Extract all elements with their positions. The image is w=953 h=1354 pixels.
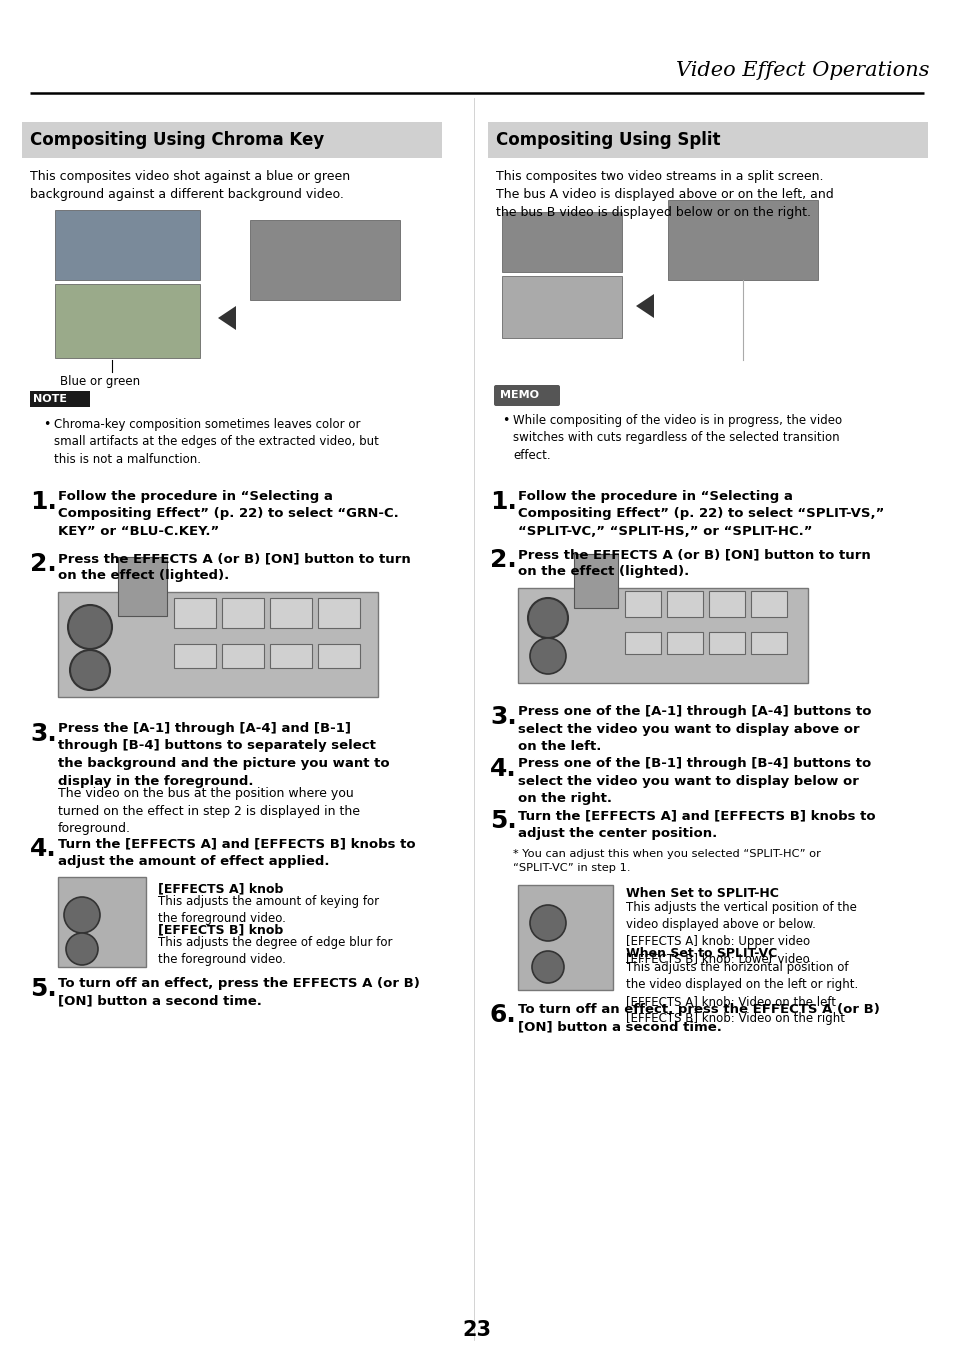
Text: 5.: 5.	[30, 978, 56, 1001]
FancyBboxPatch shape	[30, 391, 90, 408]
Text: Turn the [EFFECTS A] and [EFFECTS B] knobs to
adjust the amount of effect applie: Turn the [EFFECTS A] and [EFFECTS B] kno…	[58, 837, 416, 868]
Text: 23: 23	[462, 1320, 491, 1340]
FancyBboxPatch shape	[517, 886, 613, 990]
Text: •: •	[501, 414, 509, 427]
FancyBboxPatch shape	[517, 588, 807, 682]
Text: 5.: 5.	[490, 808, 517, 833]
Text: * You can adjust this when you selected “SPLIT-HC” or
“SPLIT-VC” in step 1.: * You can adjust this when you selected …	[513, 849, 820, 872]
FancyBboxPatch shape	[58, 592, 377, 697]
Circle shape	[70, 650, 110, 691]
FancyBboxPatch shape	[317, 598, 359, 628]
Text: Press one of the [A-1] through [A-4] buttons to
select the video you want to dis: Press one of the [A-1] through [A-4] but…	[517, 705, 871, 753]
Text: Press the EFFECTS A (or B) [ON] button to turn
on the effect (lighted).: Press the EFFECTS A (or B) [ON] button t…	[58, 552, 411, 582]
FancyBboxPatch shape	[250, 219, 399, 301]
Text: 4.: 4.	[490, 757, 517, 781]
Text: Press the EFFECTS A (or B) [ON] button to turn
on the effect (lighted).: Press the EFFECTS A (or B) [ON] button t…	[517, 548, 870, 578]
Text: 4.: 4.	[30, 837, 56, 861]
Text: 2.: 2.	[490, 548, 517, 571]
Text: [EFFECTS B] knob: [EFFECTS B] knob	[158, 923, 283, 936]
Text: Blue or green: Blue or green	[60, 375, 140, 389]
FancyBboxPatch shape	[58, 877, 146, 967]
Text: Video Effect Operations: Video Effect Operations	[676, 61, 929, 80]
Text: When Set to SPLIT-HC: When Set to SPLIT-HC	[625, 887, 778, 900]
FancyBboxPatch shape	[55, 284, 200, 357]
Text: MEMO: MEMO	[499, 390, 538, 399]
Text: To turn off an effect, press the EFFECTS A (or B)
[ON] button a second time.: To turn off an effect, press the EFFECTS…	[58, 978, 419, 1007]
Polygon shape	[218, 306, 235, 330]
FancyBboxPatch shape	[708, 632, 744, 654]
Text: Follow the procedure in “Selecting a
Compositing Effect” (p. 22) to select “SPLI: Follow the procedure in “Selecting a Com…	[517, 490, 883, 538]
FancyBboxPatch shape	[501, 213, 621, 272]
FancyBboxPatch shape	[666, 632, 702, 654]
Text: Compositing Using Split: Compositing Using Split	[496, 131, 720, 149]
Circle shape	[530, 904, 565, 941]
Text: This adjusts the amount of keying for
the foreground video.: This adjusts the amount of keying for th…	[158, 895, 378, 925]
Polygon shape	[636, 294, 654, 318]
FancyBboxPatch shape	[222, 645, 264, 668]
Circle shape	[64, 896, 100, 933]
FancyBboxPatch shape	[666, 590, 702, 617]
FancyBboxPatch shape	[667, 200, 817, 280]
Text: •: •	[43, 418, 51, 431]
FancyBboxPatch shape	[624, 590, 660, 617]
FancyBboxPatch shape	[173, 598, 215, 628]
FancyBboxPatch shape	[750, 590, 786, 617]
Circle shape	[527, 598, 567, 638]
Text: 6.: 6.	[490, 1003, 517, 1026]
Text: 1.: 1.	[30, 490, 57, 515]
FancyBboxPatch shape	[22, 122, 441, 158]
FancyBboxPatch shape	[317, 645, 359, 668]
Text: This composites two video streams in a split screen.
The bus A video is displaye: This composites two video streams in a s…	[496, 171, 833, 219]
Text: This composites video shot against a blue or green
background against a differen: This composites video shot against a blu…	[30, 171, 350, 200]
Text: 2.: 2.	[30, 552, 56, 575]
FancyBboxPatch shape	[750, 632, 786, 654]
Text: The video on the bus at the position where you
turned on the effect in step 2 is: The video on the bus at the position whe…	[58, 787, 359, 835]
Text: [EFFECTS A] knob: [EFFECTS A] knob	[158, 881, 283, 895]
Text: Turn the [EFFECTS A] and [EFFECTS B] knobs to
adjust the center position.: Turn the [EFFECTS A] and [EFFECTS B] kno…	[517, 808, 875, 839]
FancyBboxPatch shape	[173, 645, 215, 668]
Circle shape	[532, 951, 563, 983]
FancyBboxPatch shape	[708, 590, 744, 617]
FancyBboxPatch shape	[624, 632, 660, 654]
FancyBboxPatch shape	[222, 598, 264, 628]
Text: 1.: 1.	[490, 490, 517, 515]
Circle shape	[68, 605, 112, 649]
Text: Chroma-key composition sometimes leaves color or
small artifacts at the edges of: Chroma-key composition sometimes leaves …	[54, 418, 378, 466]
Text: 3.: 3.	[30, 722, 56, 746]
Text: Compositing Using Chroma Key: Compositing Using Chroma Key	[30, 131, 324, 149]
Text: This adjusts the horizontal position of
the video displayed on the left or right: This adjusts the horizontal position of …	[625, 961, 858, 1025]
Text: When Set to SPLIT-VC: When Set to SPLIT-VC	[625, 946, 777, 960]
Text: To turn off an effect, press the EFFECTS A (or B)
[ON] button a second time.: To turn off an effect, press the EFFECTS…	[517, 1003, 879, 1033]
Text: This adjusts the degree of edge blur for
the foreground video.: This adjusts the degree of edge blur for…	[158, 936, 392, 965]
FancyBboxPatch shape	[494, 385, 559, 406]
Circle shape	[530, 638, 565, 674]
Text: While compositing of the video is in progress, the video
switches with cuts rega: While compositing of the video is in pro…	[513, 414, 841, 462]
Text: This adjusts the vertical position of the
video displayed above or below.
[EFFEC: This adjusts the vertical position of th…	[625, 900, 856, 965]
FancyBboxPatch shape	[488, 122, 927, 158]
Text: Press one of the [B-1] through [B-4] buttons to
select the video you want to dis: Press one of the [B-1] through [B-4] but…	[517, 757, 870, 806]
FancyBboxPatch shape	[501, 276, 621, 338]
Text: NOTE: NOTE	[33, 394, 67, 403]
FancyBboxPatch shape	[574, 554, 618, 608]
Circle shape	[66, 933, 98, 965]
FancyBboxPatch shape	[118, 556, 167, 616]
FancyBboxPatch shape	[270, 645, 312, 668]
Text: 3.: 3.	[490, 705, 517, 728]
Text: Follow the procedure in “Selecting a
Compositing Effect” (p. 22) to select “GRN-: Follow the procedure in “Selecting a Com…	[58, 490, 398, 538]
FancyBboxPatch shape	[270, 598, 312, 628]
FancyBboxPatch shape	[55, 210, 200, 280]
Text: Press the [A-1] through [A-4] and [B-1]
through [B-4] buttons to separately sele: Press the [A-1] through [A-4] and [B-1] …	[58, 722, 389, 788]
